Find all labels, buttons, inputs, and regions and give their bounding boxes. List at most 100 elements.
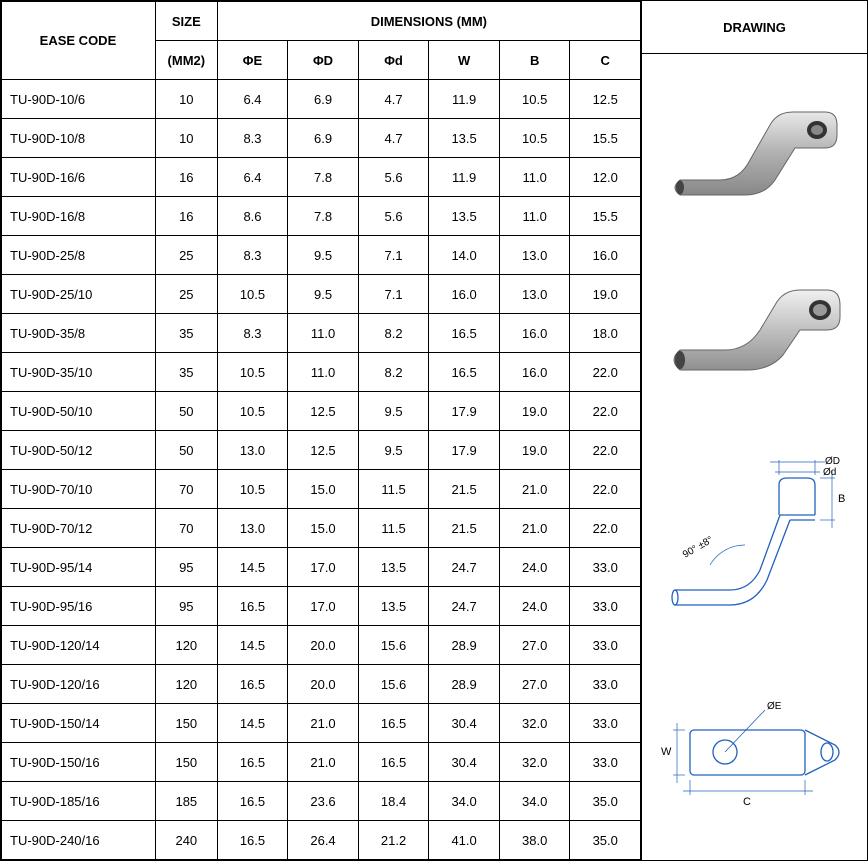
cell-C: 18.0 — [570, 314, 641, 353]
cell-B: 13.0 — [499, 275, 570, 314]
cell-B: 34.0 — [499, 782, 570, 821]
cell-E: 14.5 — [217, 626, 288, 665]
cell-D: 15.0 — [288, 509, 359, 548]
cell-B: 16.0 — [499, 314, 570, 353]
cell-d: 7.1 — [358, 275, 429, 314]
cell-d: 21.2 — [358, 821, 429, 860]
cell-D: 17.0 — [288, 587, 359, 626]
cell-D: 12.5 — [288, 431, 359, 470]
table-row: TU-90D-150/1615016.521.016.530.432.033.0 — [2, 743, 641, 782]
cell-code: TU-90D-70/10 — [2, 470, 156, 509]
cell-E: 10.5 — [217, 392, 288, 431]
cell-D: 7.8 — [288, 158, 359, 197]
header-phid: Φd — [358, 41, 429, 80]
cell-C: 22.0 — [570, 470, 641, 509]
table-row: TU-90D-240/1624016.526.421.241.038.035.0 — [2, 821, 641, 860]
cell-E: 14.5 — [217, 548, 288, 587]
cell-C: 22.0 — [570, 392, 641, 431]
cell-D: 20.0 — [288, 626, 359, 665]
cell-W: 24.7 — [429, 587, 500, 626]
cell-W: 16.0 — [429, 275, 500, 314]
header-dimensions-group: DIMENSIONS (MM) — [217, 2, 640, 41]
table-row: TU-90D-120/1612016.520.015.628.927.033.0 — [2, 665, 641, 704]
cell-W: 30.4 — [429, 704, 500, 743]
cell-d: 5.6 — [358, 158, 429, 197]
cell-B: 10.5 — [499, 80, 570, 119]
table-row: TU-90D-10/8108.36.94.713.510.515.5 — [2, 119, 641, 158]
cell-B: 16.0 — [499, 353, 570, 392]
cell-code: TU-90D-16/6 — [2, 158, 156, 197]
cell-d: 4.7 — [358, 119, 429, 158]
cell-d: 13.5 — [358, 548, 429, 587]
cell-B: 10.5 — [499, 119, 570, 158]
cell-E: 14.5 — [217, 704, 288, 743]
cell-code: TU-90D-25/8 — [2, 236, 156, 275]
cell-size: 120 — [155, 626, 217, 665]
cell-W: 28.9 — [429, 626, 500, 665]
cell-B: 38.0 — [499, 821, 570, 860]
label-phiE: ØE — [767, 701, 782, 712]
cell-size: 95 — [155, 548, 217, 587]
header-size-unit: (MM2) — [155, 41, 217, 80]
table-row: TU-90D-50/125013.012.59.517.919.022.0 — [2, 431, 641, 470]
cell-W: 28.9 — [429, 665, 500, 704]
cell-d: 16.5 — [358, 704, 429, 743]
cell-code: TU-90D-95/16 — [2, 587, 156, 626]
cell-B: 24.0 — [499, 587, 570, 626]
cell-d: 15.6 — [358, 626, 429, 665]
cell-D: 9.5 — [288, 275, 359, 314]
cell-B: 32.0 — [499, 704, 570, 743]
cell-size: 240 — [155, 821, 217, 860]
cell-C: 19.0 — [570, 275, 641, 314]
cell-E: 6.4 — [217, 158, 288, 197]
cell-B: 32.0 — [499, 743, 570, 782]
cell-d: 9.5 — [358, 431, 429, 470]
cell-W: 16.5 — [429, 314, 500, 353]
cell-C: 33.0 — [570, 587, 641, 626]
table-row: TU-90D-95/149514.517.013.524.724.033.0 — [2, 548, 641, 587]
cell-B: 11.0 — [499, 158, 570, 197]
cell-D: 17.0 — [288, 548, 359, 587]
cell-code: TU-90D-150/14 — [2, 704, 156, 743]
cell-code: TU-90D-10/6 — [2, 80, 156, 119]
header-row-1: EASE CODE SIZE DIMENSIONS (MM) — [2, 2, 641, 41]
cell-B: 21.0 — [499, 509, 570, 548]
cell-E: 13.0 — [217, 509, 288, 548]
cell-size: 16 — [155, 197, 217, 236]
cell-W: 24.7 — [429, 548, 500, 587]
cell-C: 33.0 — [570, 665, 641, 704]
cell-code: TU-90D-70/12 — [2, 509, 156, 548]
cell-size: 25 — [155, 275, 217, 314]
cell-W: 11.9 — [429, 80, 500, 119]
cell-E: 10.5 — [217, 470, 288, 509]
cell-d: 5.6 — [358, 197, 429, 236]
table-row: TU-90D-25/8258.39.57.114.013.016.0 — [2, 236, 641, 275]
label-phid: Ød — [823, 467, 836, 478]
cell-D: 9.5 — [288, 236, 359, 275]
cell-C: 33.0 — [570, 743, 641, 782]
cell-code: TU-90D-185/16 — [2, 782, 156, 821]
cell-size: 25 — [155, 236, 217, 275]
cell-W: 21.5 — [429, 470, 500, 509]
header-phiE: ΦE — [217, 41, 288, 80]
cell-W: 41.0 — [429, 821, 500, 860]
cell-D: 23.6 — [288, 782, 359, 821]
header-W: W — [429, 41, 500, 80]
cell-C: 12.5 — [570, 80, 641, 119]
cell-size: 150 — [155, 743, 217, 782]
cell-D: 20.0 — [288, 665, 359, 704]
cell-code: TU-90D-50/10 — [2, 392, 156, 431]
cell-E: 16.5 — [217, 587, 288, 626]
cell-size: 16 — [155, 158, 217, 197]
cell-E: 8.3 — [217, 314, 288, 353]
cell-W: 11.9 — [429, 158, 500, 197]
cell-B: 27.0 — [499, 626, 570, 665]
cell-d: 16.5 — [358, 743, 429, 782]
cell-C: 33.0 — [570, 548, 641, 587]
cell-C: 22.0 — [570, 431, 641, 470]
cell-code: TU-90D-35/10 — [2, 353, 156, 392]
cell-code: TU-90D-25/10 — [2, 275, 156, 314]
cell-C: 35.0 — [570, 821, 641, 860]
cell-d: 11.5 — [358, 509, 429, 548]
cell-D: 26.4 — [288, 821, 359, 860]
